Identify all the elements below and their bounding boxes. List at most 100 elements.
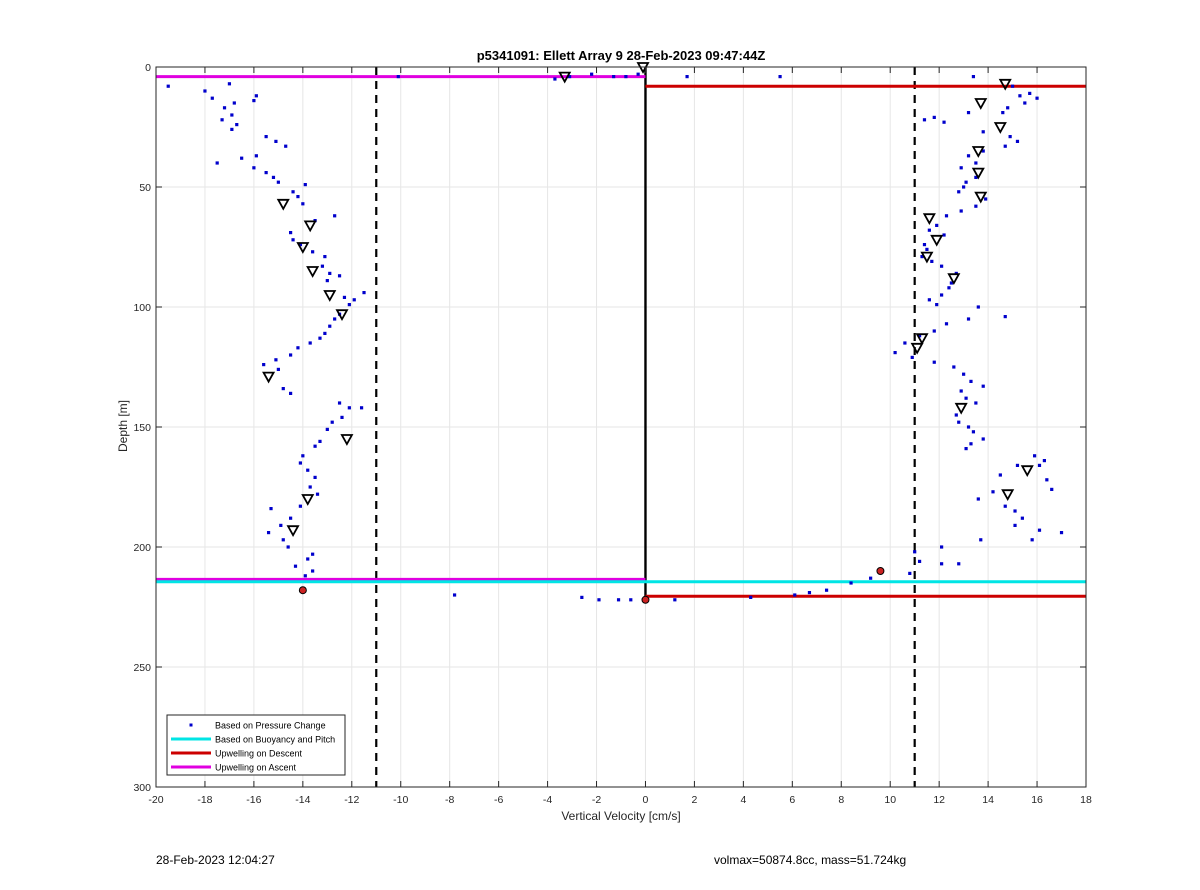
threshold-lines — [375, 67, 916, 787]
triangle-marker — [303, 220, 317, 233]
triangle-marker — [335, 309, 349, 322]
pressure-change-point — [210, 96, 214, 100]
axes: -20 -18 -16 -14 -12 -10 -8 -6 -4 -2 0 2 4 6 8 10 12 14 16 1… — [133, 62, 1092, 806]
pressure-change-point — [303, 574, 307, 578]
pressure-change-point — [969, 442, 973, 446]
pressure-change-point — [340, 415, 344, 419]
red-marker — [641, 595, 650, 604]
pressure-change-point — [942, 120, 946, 124]
red-marker — [298, 586, 307, 595]
pressure-change-point — [974, 204, 978, 208]
pressure-change-point — [311, 569, 315, 573]
pressure-change-point — [1003, 315, 1007, 319]
grid — [155, 66, 1087, 788]
pressure-change-point — [998, 473, 1002, 477]
pressure-change-point — [966, 425, 971, 429]
pressure-change-point — [315, 492, 320, 496]
triangle-marker — [920, 251, 934, 264]
pressure-change-point — [328, 271, 332, 275]
pressure-change-point — [824, 588, 829, 592]
pressure-change-point — [281, 538, 285, 542]
pressure-change-point — [333, 214, 337, 218]
pressure-change-point — [284, 144, 288, 148]
triangle-marker — [971, 167, 985, 180]
y-tick-label: 250 — [133, 662, 151, 674]
x-tick-label: -14 — [295, 794, 310, 806]
pressure-change-point — [1033, 454, 1037, 458]
triangle-marker — [974, 98, 988, 110]
triangle-marker — [276, 198, 290, 211]
pressure-change-point — [252, 99, 256, 103]
pressure-change-point — [1010, 84, 1015, 88]
pressure-change-point — [959, 166, 963, 170]
legend-swatch — [189, 723, 193, 727]
pressure-change-point — [966, 111, 971, 115]
pressure-change-point — [298, 243, 302, 247]
triangle-marker — [306, 266, 320, 278]
x-tick-label: 0 — [643, 794, 649, 806]
pressure-change-point — [347, 406, 351, 410]
pressure-change-point — [959, 209, 963, 213]
y-tick-label: 300 — [133, 782, 151, 794]
pressure-change-point — [296, 346, 300, 350]
pressure-change-point — [969, 379, 973, 383]
pressure-change-point — [957, 562, 961, 566]
pressure-change-point — [232, 101, 236, 105]
pressure-change-point — [281, 387, 285, 391]
pressure-change-point — [362, 291, 366, 295]
pressure-change-point — [289, 353, 293, 357]
pressure-change-point — [974, 161, 978, 165]
pressure-change-point — [303, 183, 307, 187]
pressure-change-point — [276, 367, 280, 371]
pressure-change-point — [352, 298, 356, 302]
x-tick-label: 18 — [1080, 794, 1092, 806]
pressure-change-point — [793, 593, 797, 597]
pressure-change-point — [976, 497, 980, 501]
pressure-change-point — [262, 363, 266, 367]
pressure-change-point — [215, 161, 219, 165]
pressure-change-point — [920, 255, 924, 259]
y-tick-label: 100 — [133, 302, 151, 314]
pressure-change-point — [289, 516, 293, 520]
pressure-change-point — [306, 468, 310, 472]
pressure-change-point — [981, 384, 985, 388]
pressure-change-point — [1042, 459, 1046, 463]
y-tick-label: 0 — [145, 62, 151, 74]
pressure-change-point — [286, 545, 290, 549]
pressure-change-point — [944, 214, 949, 218]
pressure-change-point — [320, 264, 325, 268]
pressure-change-point — [279, 523, 283, 527]
pressure-change-point — [636, 72, 640, 76]
pressure-change-point — [616, 598, 621, 602]
pressure-change-point — [264, 135, 268, 139]
pressure-change-point — [778, 75, 782, 79]
pressure-change-point — [910, 355, 914, 359]
legend-label: Based on Pressure Change — [215, 721, 326, 731]
y-tick-label: 200 — [133, 542, 151, 554]
x-tick-label: 14 — [982, 794, 994, 806]
pressure-change-point — [947, 286, 951, 290]
pressure-change-point — [323, 255, 327, 259]
y-tick-label: 150 — [133, 422, 151, 434]
pressure-change-point — [1059, 531, 1064, 535]
pressure-change-point — [962, 185, 966, 189]
pressure-change-point — [981, 437, 985, 441]
pressure-change-point — [333, 317, 337, 321]
pressure-change-point — [289, 391, 293, 395]
chart-title: p5341091: Ellett Array 9 28-Feb-2023 09:… — [477, 48, 766, 63]
pressure-change-point — [342, 295, 347, 299]
pressure-change-point — [203, 89, 207, 93]
pressure-change-point — [1030, 538, 1034, 542]
pressure-change-point — [971, 75, 976, 79]
pressure-change-point — [964, 180, 968, 184]
triangle-marker — [296, 242, 310, 254]
pressure-change-point — [932, 329, 936, 333]
pressure-change-point — [306, 557, 310, 561]
triangle-marker — [947, 273, 961, 286]
triangle-marker — [558, 71, 572, 84]
pressure-change-point — [673, 598, 677, 602]
pressure-change-point — [318, 336, 322, 340]
pressure-change-point — [685, 75, 689, 79]
pressure-change-point — [917, 559, 922, 563]
pressure-change-point — [922, 243, 927, 247]
